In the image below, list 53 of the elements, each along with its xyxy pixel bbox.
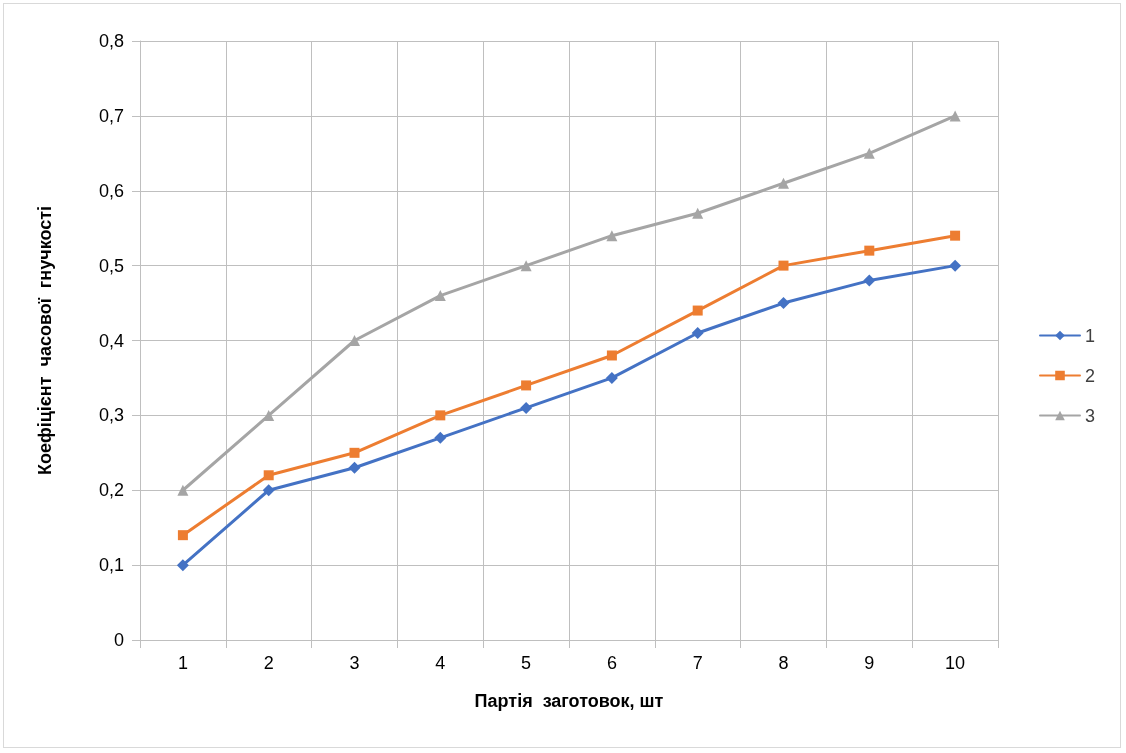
x-tick-label: 1 [177, 653, 188, 673]
point [348, 461, 361, 474]
point [692, 207, 704, 219]
point [177, 530, 188, 541]
x-axis-title: Партія заготовок, шт [474, 691, 664, 711]
point [863, 274, 876, 287]
point [520, 401, 533, 414]
point [778, 260, 789, 271]
point [778, 177, 789, 189]
point [263, 409, 275, 421]
legend-label: 3 [1085, 405, 1096, 426]
y-tick-label: 0,8 [98, 31, 124, 51]
point [176, 559, 189, 572]
point [262, 484, 275, 497]
x-tick-label: 8 [778, 653, 789, 673]
point [777, 297, 790, 310]
x-tick-label: 9 [864, 653, 875, 673]
point [863, 147, 875, 159]
point [606, 230, 618, 242]
y-tick-label: 0,2 [98, 480, 124, 501]
y-tick-label: 0,5 [98, 255, 124, 276]
point [950, 230, 961, 241]
point [864, 245, 875, 256]
point [349, 447, 360, 458]
y-axis-title: Коефіцієнт часової гнучкості [35, 206, 55, 475]
point [606, 350, 617, 361]
x-tick-label: 7 [692, 653, 703, 673]
point [949, 259, 962, 272]
point [434, 290, 446, 302]
point [521, 380, 532, 391]
legend-label: 1 [1085, 325, 1096, 346]
y-tick-label: 0 [113, 630, 124, 650]
y-tick-label: 0,6 [98, 180, 124, 201]
x-tick-label: 2 [263, 653, 274, 673]
x-tick-label: 5 [521, 653, 532, 673]
x-tick-label: 6 [606, 653, 617, 673]
point [177, 484, 189, 496]
y-tick-label: 0,4 [98, 330, 124, 351]
point [692, 305, 703, 316]
x-tick-label: 4 [435, 653, 446, 673]
y-tick-label: 0,7 [98, 105, 124, 126]
point [691, 327, 704, 340]
x-tick-label: 10 [945, 653, 966, 673]
y-tick-label: 0,3 [98, 405, 124, 426]
y-tick-label: 0,1 [98, 555, 124, 576]
point [949, 110, 961, 122]
x-tick-label: 3 [349, 653, 360, 673]
point [435, 410, 446, 421]
legend-label: 2 [1085, 365, 1096, 386]
point [605, 371, 618, 384]
point [263, 470, 274, 481]
point [520, 260, 532, 272]
point [434, 431, 447, 444]
